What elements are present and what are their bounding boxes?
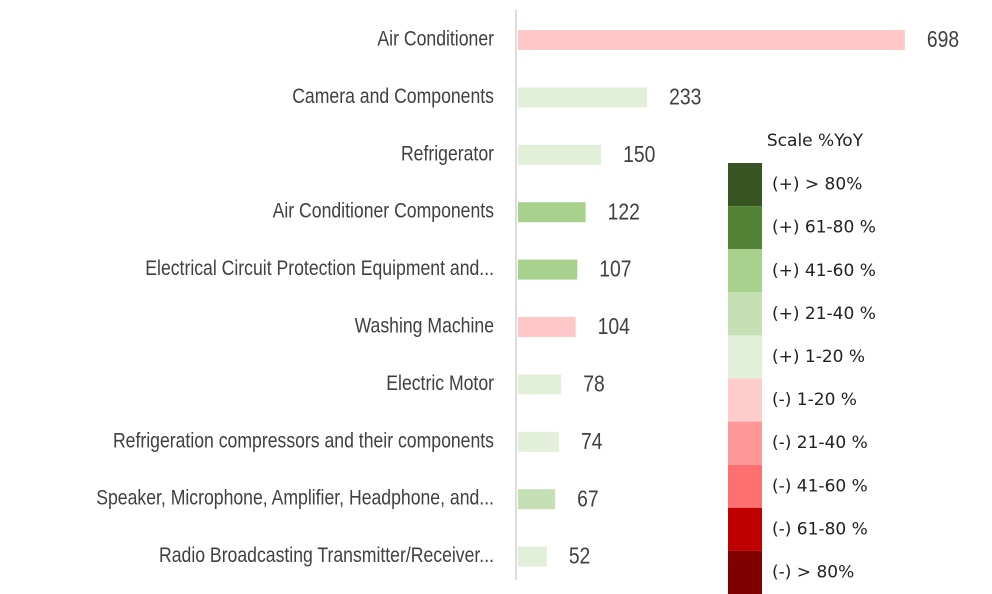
category-label-group: Refrigeration compressors and their comp… — [113, 429, 494, 453]
category-label: Speaker, Microphone, Amplifier, Headphon… — [96, 486, 494, 510]
bar — [518, 546, 547, 567]
bar — [518, 489, 556, 510]
bar — [518, 87, 648, 108]
legend-label: (-) 21-40 % — [772, 433, 868, 453]
legend-label: (-) 1-20 % — [772, 390, 857, 410]
bar — [518, 30, 905, 50]
category-label: Air Conditioner Components — [273, 199, 494, 223]
value-label-group: 104 — [598, 315, 630, 340]
value-label-group: 122 — [608, 200, 640, 225]
value-label: 67 — [577, 487, 598, 512]
legend-label: (-) > 80% — [772, 562, 854, 582]
category-label: Electrical Circuit Protection Equipment … — [145, 257, 494, 281]
value-label-group: 233 — [669, 85, 701, 110]
value-label: 698 — [927, 28, 959, 53]
value-label: 74 — [581, 429, 603, 454]
legend-swatch — [728, 163, 762, 207]
value-label: 52 — [569, 544, 590, 569]
bar — [518, 202, 586, 223]
category-label-group: Air Conditioner Components — [273, 199, 494, 223]
category-label: Electric Motor — [386, 372, 494, 396]
legend-swatch — [728, 464, 762, 508]
legend-swatch — [728, 507, 762, 551]
category-label: Refrigerator — [401, 142, 495, 166]
legend-label: (-) 61-80 % — [772, 519, 868, 539]
bar — [518, 317, 576, 337]
bar — [518, 431, 560, 452]
value-label: 78 — [583, 372, 604, 397]
legend-swatch — [728, 249, 762, 293]
bar — [518, 259, 578, 280]
category-label-group: Electric Motor — [386, 372, 494, 396]
legend-label: (+) > 80% — [772, 175, 862, 195]
legend-swatch — [728, 335, 762, 379]
legend-swatch — [728, 421, 762, 465]
legend-label: (+) 21-40 % — [772, 304, 876, 324]
legend-swatch — [728, 378, 762, 422]
value-label-group: 52 — [569, 544, 590, 569]
legend-label: (+) 61-80 % — [772, 218, 876, 238]
legend-label: (-) 41-60 % — [772, 476, 868, 496]
category-label-group: Air Conditioner — [377, 27, 494, 51]
category-label-group: Washing Machine — [355, 314, 494, 338]
category-label: Radio Broadcasting Transmitter/Receiver.… — [159, 544, 494, 568]
value-label-group: 150 — [623, 142, 655, 167]
category-label-group: Camera and Components — [292, 85, 494, 109]
category-label: Camera and Components — [292, 85, 494, 109]
value-label: 233 — [669, 85, 701, 110]
category-label-group: Electrical Circuit Protection Equipment … — [145, 257, 494, 281]
category-label: Washing Machine — [355, 314, 494, 338]
category-label-group: Refrigerator — [401, 142, 495, 166]
legend-title: Scale %YoY — [767, 131, 864, 151]
value-label-group: 74 — [581, 429, 603, 454]
category-label-group: Radio Broadcasting Transmitter/Receiver.… — [159, 544, 494, 568]
value-label: 122 — [608, 200, 640, 225]
bar — [518, 374, 562, 395]
value-label: 104 — [598, 315, 630, 340]
legend-swatch — [728, 206, 762, 250]
category-label-group: Speaker, Microphone, Amplifier, Headphon… — [96, 486, 494, 510]
legend-label: (+) 41-60 % — [772, 261, 876, 281]
bar — [518, 144, 602, 165]
category-label: Refrigeration compressors and their comp… — [113, 429, 494, 453]
value-label-group: 107 — [599, 257, 631, 282]
legend-swatch — [728, 550, 762, 594]
value-label: 107 — [599, 257, 631, 282]
value-label-group: 78 — [583, 372, 604, 397]
value-label: 150 — [623, 142, 655, 167]
legend-swatch — [728, 292, 762, 336]
value-label-group: 67 — [577, 487, 598, 512]
category-label: Air Conditioner — [377, 27, 494, 51]
legend-label: (+) 1-20 % — [772, 347, 865, 367]
value-label-group: 698 — [927, 28, 959, 53]
